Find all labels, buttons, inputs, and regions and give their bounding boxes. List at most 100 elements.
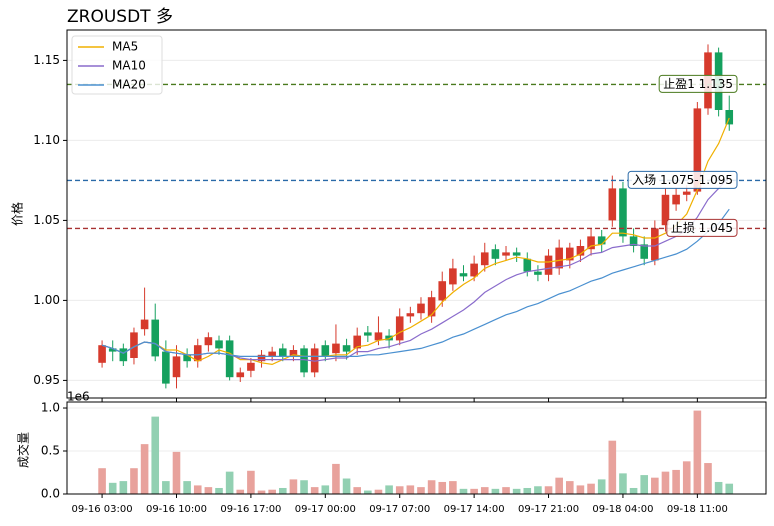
x-tick-label: 09-18 04:00 — [592, 504, 653, 515]
volume-bar — [236, 489, 245, 494]
x-tick-label: 09-16 17:00 — [220, 504, 281, 515]
candle-body — [140, 319, 149, 330]
candle-body — [661, 194, 670, 226]
y-tick-label: 1.05 — [33, 213, 60, 227]
volume-bar — [353, 487, 361, 494]
candle-body — [204, 337, 213, 346]
candle-body — [651, 228, 659, 261]
volume-bar — [215, 487, 223, 494]
volume-bar — [565, 481, 574, 494]
x-tick-label: 09-17 00:00 — [295, 504, 356, 515]
candle-body — [119, 348, 128, 362]
candle-body — [236, 372, 245, 378]
volume-bar — [310, 487, 319, 494]
candle-body — [332, 343, 340, 354]
volume-bar — [193, 485, 202, 494]
volume-bar — [523, 487, 532, 494]
candle-body — [725, 110, 734, 125]
x-tick-label: 09-17 21:00 — [518, 504, 579, 515]
candle-body — [342, 345, 351, 352]
candle-body — [193, 345, 202, 362]
volume-bar — [576, 485, 585, 494]
volume-bar — [183, 481, 191, 494]
volume-bar — [247, 470, 255, 494]
y-tick-label: 0.95 — [33, 373, 60, 387]
candle-body — [406, 313, 415, 317]
volume-bar — [693, 410, 702, 494]
volume-bar — [332, 463, 340, 494]
candle-body — [215, 340, 223, 349]
candle-body — [534, 271, 542, 275]
volume-bar — [172, 451, 181, 494]
volume-bar — [555, 477, 563, 494]
volume-axis-label: 成交量 — [16, 432, 31, 468]
candle-body — [682, 191, 691, 195]
volume-bar — [502, 487, 510, 494]
volume-bar — [534, 486, 542, 494]
volume-bar — [278, 487, 287, 494]
candle-body — [130, 332, 138, 358]
candle-body — [672, 194, 680, 205]
ma-line — [101, 117, 730, 366]
reference-label-box — [658, 74, 738, 93]
volume-bar — [98, 468, 106, 494]
offset-label: 1e6 — [67, 390, 90, 404]
plot-frame — [66, 401, 767, 495]
candle-body — [310, 348, 319, 373]
candle-body — [183, 354, 191, 362]
candle-body — [523, 258, 532, 272]
volume-bar — [704, 463, 712, 494]
volume-bar — [395, 486, 404, 494]
volume-bar — [289, 479, 298, 494]
candle-body — [300, 348, 308, 373]
volume-bar — [108, 482, 117, 494]
x-tick-label: 09-17 14:00 — [444, 504, 505, 515]
volume-bar — [449, 481, 457, 494]
candle-body — [427, 297, 436, 317]
volume-bar — [640, 475, 649, 494]
volume-bar — [672, 469, 680, 494]
candle-body — [98, 345, 106, 363]
candle-body — [374, 332, 383, 341]
reference-label: 止损 1.045 — [671, 221, 733, 235]
candle-body — [629, 236, 638, 246]
volume-bar — [682, 461, 691, 494]
candle-body — [151, 319, 160, 357]
y-tick-label: 1.15 — [33, 53, 60, 67]
volume-bar — [491, 488, 500, 494]
chart-title: ZROUSDT 多 — [67, 7, 173, 27]
ma-line — [101, 208, 730, 357]
volume-bar — [427, 480, 436, 494]
volume-bar — [140, 444, 149, 494]
legend-box — [71, 35, 163, 95]
candle-body — [480, 252, 489, 266]
candle-body — [395, 316, 404, 341]
legend-label: MA20 — [112, 78, 146, 92]
volume-bar — [364, 490, 372, 494]
legend-label: MA5 — [112, 40, 138, 54]
volume-bar — [374, 489, 383, 494]
candle-body — [417, 303, 425, 314]
candle-body — [565, 247, 574, 261]
candle-body — [257, 354, 266, 362]
x-tick-label: 09-16 03:00 — [72, 504, 133, 515]
volume-bar — [661, 471, 670, 494]
candle-body — [247, 362, 255, 371]
volume-bar — [151, 416, 160, 494]
candle-body — [619, 188, 627, 237]
candle-body — [459, 273, 468, 277]
candle-body — [364, 332, 372, 336]
x-tick-label: 09-17 07:00 — [369, 504, 430, 515]
candle-body — [278, 348, 287, 357]
x-tick-label: 09-16 10:00 — [146, 504, 207, 515]
x-tick-label: 09-18 11:00 — [667, 504, 728, 515]
volume-bar — [119, 481, 128, 494]
candle-body — [353, 335, 361, 349]
candle-body — [491, 249, 500, 259]
y-tick-label: 0.0 — [41, 487, 60, 501]
volume-bar — [608, 440, 617, 494]
volume-bar — [268, 489, 276, 494]
volume-bar — [300, 480, 308, 494]
candle-body — [268, 351, 276, 357]
candle-body — [544, 255, 553, 275]
